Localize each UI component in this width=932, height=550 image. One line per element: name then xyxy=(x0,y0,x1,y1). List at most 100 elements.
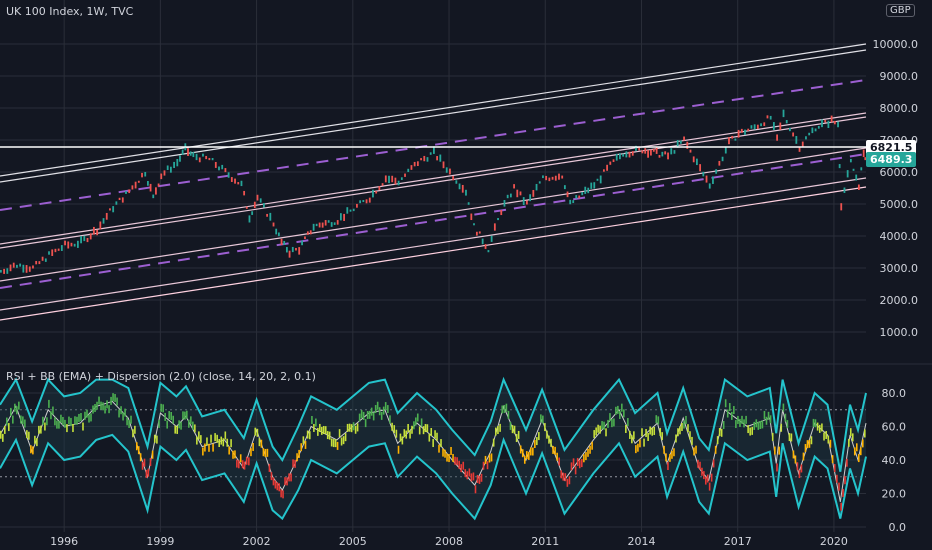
rsi-bar xyxy=(574,466,577,475)
price-candle xyxy=(131,185,134,190)
rsi-bar xyxy=(350,424,353,433)
price-candle xyxy=(715,169,718,174)
price-candle xyxy=(277,232,280,237)
rsi-bar xyxy=(444,449,446,458)
rsi-bar xyxy=(16,406,18,415)
indicator-title[interactable]: RSI + BB (EMA) + Dispersion (2.0) (close… xyxy=(6,370,316,383)
price-candle xyxy=(230,177,233,182)
price-candle xyxy=(118,197,121,201)
rsi-bar xyxy=(302,436,305,445)
rsi-tick-label: 40.0 xyxy=(882,454,907,467)
price-candle xyxy=(346,207,349,214)
rsi-bar xyxy=(160,403,162,412)
rsi-bar xyxy=(151,450,154,459)
rsi-bar xyxy=(202,447,204,456)
rsi-bar xyxy=(366,411,369,420)
rsi-bar xyxy=(194,424,196,433)
trend-channel-lines[interactable] xyxy=(0,43,867,321)
rsi-bar xyxy=(595,427,597,436)
price-candle xyxy=(593,182,596,189)
price-candle xyxy=(272,222,275,227)
rsi-bar xyxy=(492,438,495,447)
price-candle xyxy=(176,158,179,167)
rsi-bar xyxy=(631,435,633,444)
price-candle xyxy=(413,161,416,167)
rsi-bar xyxy=(454,456,456,465)
rsi-bar xyxy=(861,439,864,448)
rsi-bar xyxy=(572,458,575,467)
rsi-bar xyxy=(214,433,216,442)
price-candle xyxy=(650,149,652,156)
rsi-bar xyxy=(130,415,132,424)
rsi-bar xyxy=(164,412,166,421)
price-candle xyxy=(622,153,625,157)
rsi-bar xyxy=(424,424,427,433)
rsi-bar xyxy=(78,413,80,422)
rsi-bar xyxy=(270,472,273,481)
rsi-bar xyxy=(8,423,10,432)
rsi-bar xyxy=(108,405,110,414)
rsi-bar xyxy=(344,433,347,442)
price-candle xyxy=(147,181,149,186)
rsi-bar xyxy=(550,438,552,447)
rsi-bar xyxy=(245,456,248,465)
currency-badge[interactable]: GBP xyxy=(886,4,915,17)
price-candle xyxy=(16,264,18,268)
price-tick-label: 3000.0 xyxy=(880,262,919,275)
rsi-pane xyxy=(0,376,867,521)
price-candle xyxy=(64,240,66,246)
price-candle xyxy=(860,167,863,171)
rsi-bar xyxy=(440,439,442,448)
rsi-bar xyxy=(560,470,563,479)
rsi-bar xyxy=(104,405,106,414)
rsi-bar xyxy=(665,453,667,462)
rsi-bar xyxy=(384,402,387,411)
price-candle xyxy=(12,262,15,268)
rsi-bar xyxy=(623,409,625,418)
symbol-title[interactable]: UK 100 Index, 1W, TVC xyxy=(6,5,134,18)
rsi-bar xyxy=(767,411,770,420)
price-candle xyxy=(112,206,115,213)
price-candle xyxy=(301,240,303,246)
rsi-bar xyxy=(436,432,438,441)
price-candle xyxy=(609,161,612,165)
rsi-bar xyxy=(486,461,489,470)
price-candle xyxy=(855,174,858,181)
rsi-bar xyxy=(426,424,429,433)
price-candle xyxy=(285,247,288,253)
rsi-bar xyxy=(405,430,408,439)
price-candle xyxy=(155,187,157,195)
price-candle xyxy=(442,161,445,169)
rsi-bar xyxy=(593,430,595,439)
price-candle xyxy=(115,201,118,205)
rsi-bar xyxy=(239,454,242,463)
rsi-bar xyxy=(442,448,444,457)
rsi-bar xyxy=(629,430,631,439)
rsi-bar xyxy=(846,458,848,467)
price-candle xyxy=(266,213,269,217)
price-candle xyxy=(263,203,265,208)
rsi-bar xyxy=(348,423,351,432)
rsi-bar xyxy=(526,451,528,460)
channel-line xyxy=(0,177,867,311)
price-candle xyxy=(73,243,76,247)
rsi-bar xyxy=(82,422,84,431)
time-tick-label: 2008 xyxy=(435,535,463,548)
price-candle xyxy=(849,158,852,163)
rsi-bar xyxy=(382,406,385,415)
rsi-bar xyxy=(540,414,542,423)
price-candle xyxy=(80,236,82,244)
price-candle xyxy=(166,165,169,171)
rsi-bar xyxy=(769,415,772,424)
price-candle xyxy=(635,145,637,151)
rsi-bar xyxy=(188,419,190,428)
price-candle xyxy=(221,164,224,170)
channel-line xyxy=(0,43,867,177)
price-candle xyxy=(661,151,664,157)
rsi-bar xyxy=(432,439,434,448)
price-candle xyxy=(465,189,467,196)
rsi-bar xyxy=(226,438,229,447)
price-candle xyxy=(493,223,496,231)
rsi-bar xyxy=(831,455,834,464)
rsi-bar xyxy=(691,436,693,445)
